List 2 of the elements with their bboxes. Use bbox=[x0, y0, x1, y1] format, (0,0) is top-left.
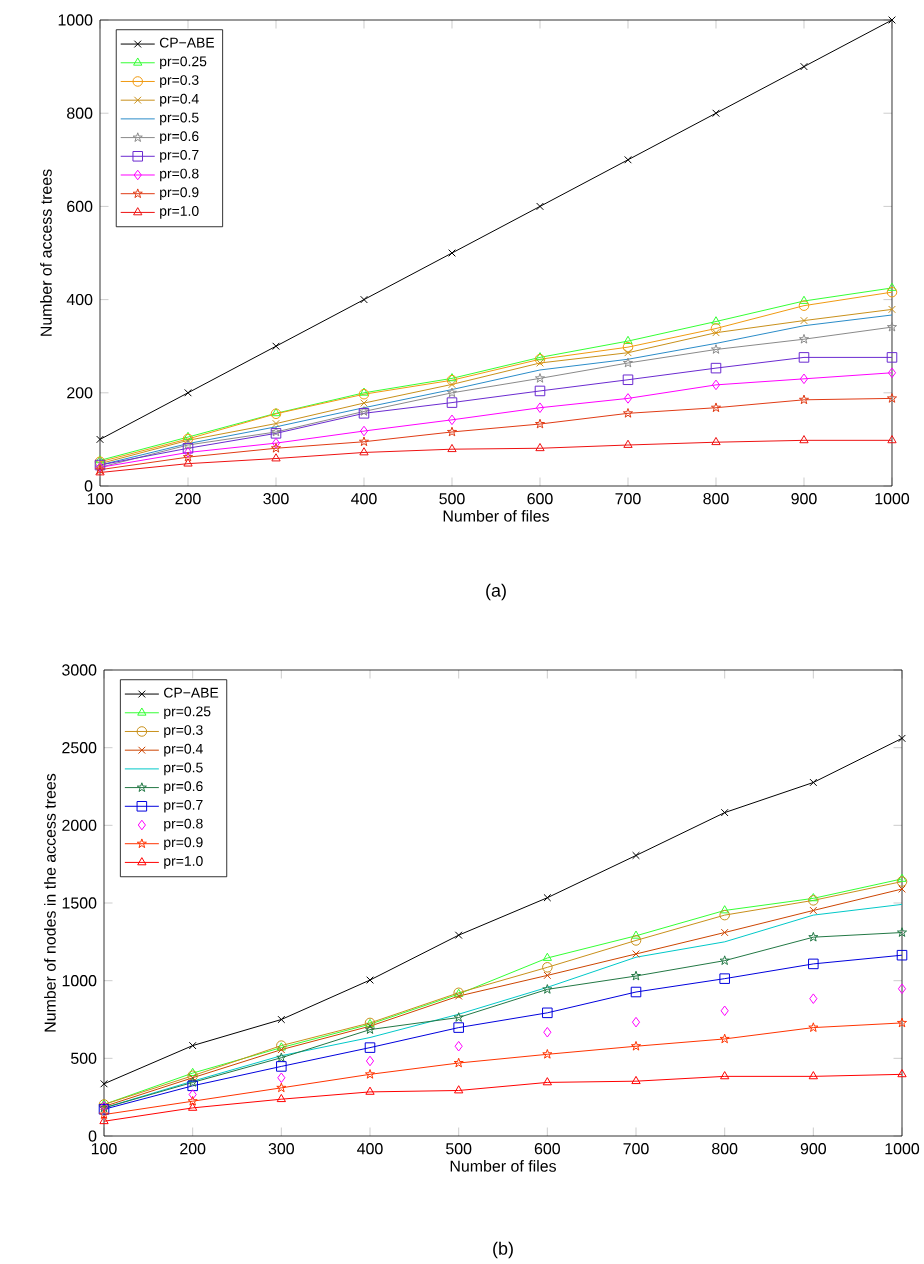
text: (a) bbox=[486, 583, 506, 601]
text: (b) bbox=[493, 1241, 513, 1259]
